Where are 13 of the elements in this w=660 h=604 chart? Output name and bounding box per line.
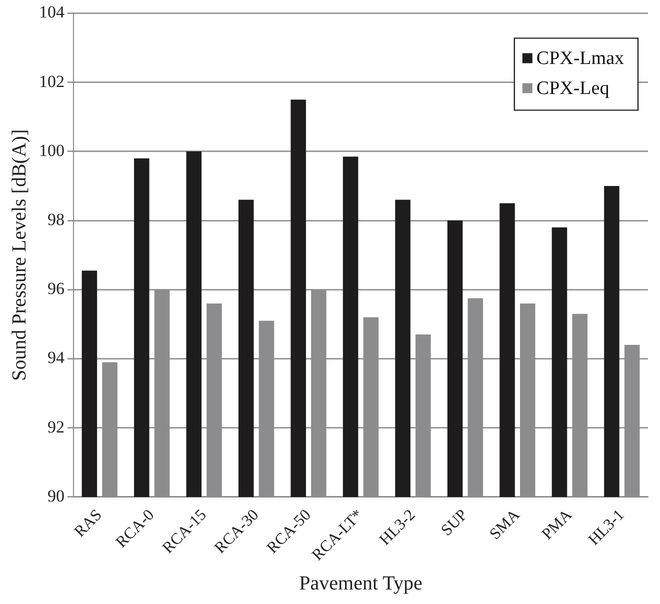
legend-label: CPX-Lmax [536,48,624,70]
x-axis-title: Pavement Type [299,572,422,594]
y-tick-label: 102 [39,72,64,91]
y-tick-label: 98 [48,210,64,229]
y-tick-label: 90 [48,486,64,506]
x-tick-label: SUP [438,506,472,540]
y-tick-label: 92 [48,417,64,436]
y-tick-label: 96 [48,279,64,298]
y-axis-title: Sound Pressure Levels [dB(A)] [8,129,30,381]
y-tick-label: 94 [48,348,65,368]
y-tick-label: 104 [39,2,65,22]
legend-label: CPX-Leq [536,78,610,100]
y-tick-label: 100 [39,140,64,160]
